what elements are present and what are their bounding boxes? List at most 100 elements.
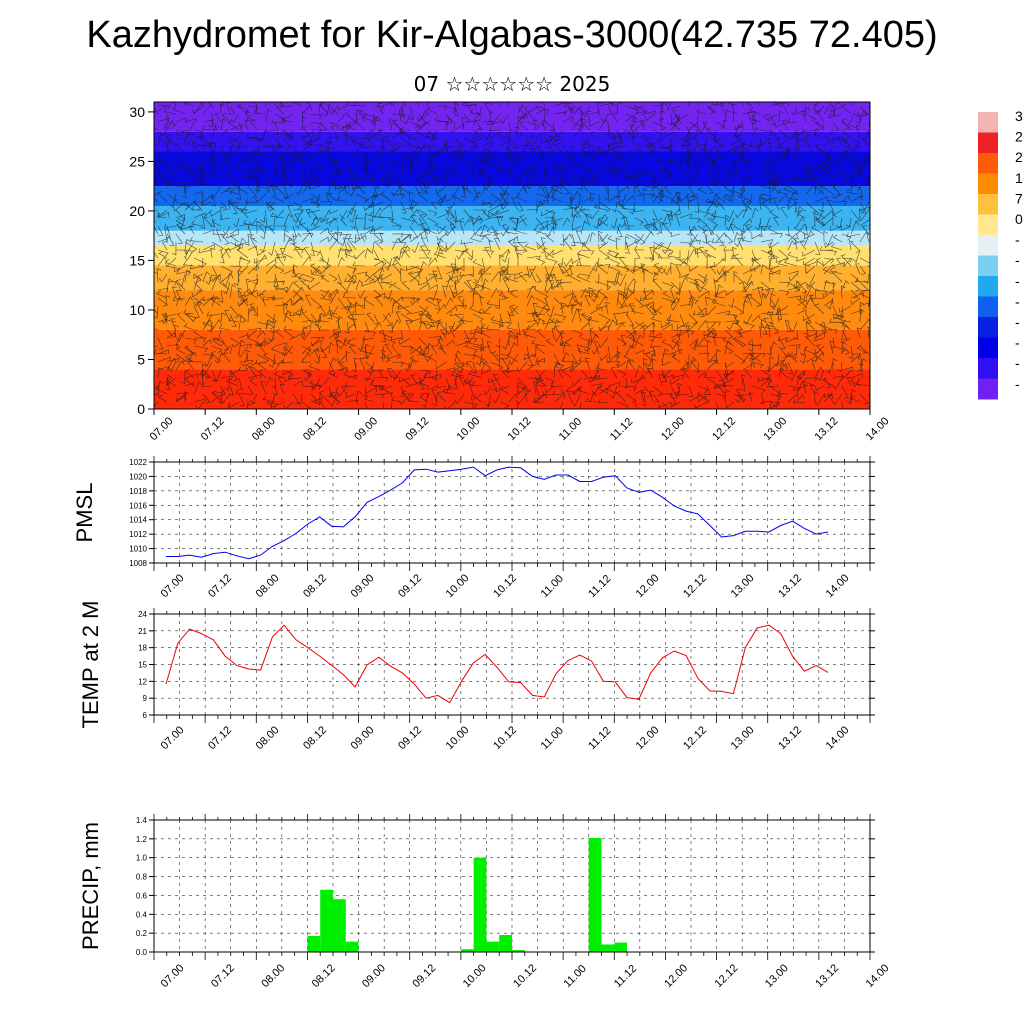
wind-barb <box>766 310 780 316</box>
wind-barb <box>180 369 186 385</box>
wind-barb <box>265 313 277 324</box>
wind-barb <box>658 185 664 199</box>
wind-barb <box>706 297 718 305</box>
wind-barb <box>391 369 399 379</box>
wind-barb <box>747 340 762 347</box>
wind-barb <box>154 246 159 259</box>
wind-barb <box>427 217 439 227</box>
wind-barb <box>373 376 388 382</box>
wind-barb <box>552 390 564 396</box>
wind-barb <box>580 289 594 298</box>
y-tick-label: 0 <box>137 401 145 417</box>
wind-barb <box>290 233 295 245</box>
wind-barb <box>743 225 753 233</box>
wind-barb <box>863 273 870 284</box>
wind-barb <box>454 362 468 371</box>
wind-barb <box>598 296 608 307</box>
wind-barb <box>580 369 589 380</box>
wind-barb <box>675 213 681 227</box>
wind-barb <box>171 286 177 299</box>
wind-barb <box>238 153 247 163</box>
wind-barb <box>161 313 168 324</box>
wind-barb <box>210 351 222 363</box>
wind-barb <box>484 393 492 407</box>
wind-barb <box>692 310 708 316</box>
wind-barb <box>625 313 635 327</box>
wind-barb <box>391 396 402 403</box>
wind-barb <box>517 382 522 395</box>
wind-barb <box>749 352 762 363</box>
wind-barb <box>544 209 556 217</box>
wind-barb <box>337 297 346 309</box>
wind-barb <box>427 313 435 327</box>
wind-barb <box>814 196 828 203</box>
y-tick-label: 20 <box>129 203 145 219</box>
wind-barb <box>730 254 744 260</box>
wind-barb <box>407 271 420 283</box>
wind-barb <box>193 329 204 339</box>
wind-barb <box>504 361 510 374</box>
wind-barb <box>220 273 233 283</box>
wind-barb <box>705 305 717 316</box>
wind-barb <box>536 328 546 339</box>
wind-barb <box>544 216 555 222</box>
wind-barb <box>805 184 816 195</box>
wind-barb <box>814 217 826 228</box>
wind-barb <box>184 238 191 251</box>
wind-barb <box>272 295 285 300</box>
wind-barb <box>670 208 681 219</box>
wind-barb <box>703 229 708 243</box>
wind-barb <box>687 321 699 331</box>
wind-barb <box>292 296 304 307</box>
wind-barb <box>769 267 780 275</box>
wind-barb <box>724 329 734 339</box>
wind-barb <box>533 119 538 131</box>
wind-barb <box>786 321 792 332</box>
wind-barb <box>154 401 159 408</box>
wind-barb <box>794 281 807 289</box>
wind-barb <box>445 217 457 229</box>
y-tick-label: 1020 <box>129 472 147 481</box>
wind-barb <box>768 145 773 159</box>
wind-barb <box>760 198 772 204</box>
wind-barb <box>333 225 339 241</box>
wind-barb <box>805 265 816 274</box>
wind-barb <box>841 369 852 380</box>
wind-barb <box>402 113 411 125</box>
wind-barb <box>730 187 744 195</box>
wind-barb <box>384 177 393 188</box>
wind-barb <box>256 289 267 297</box>
wind-barb <box>703 329 717 337</box>
wind-barb <box>184 118 197 124</box>
wind-barb <box>388 209 394 221</box>
wind-barb <box>496 216 502 227</box>
wind-barb <box>355 137 371 143</box>
wind-barb <box>760 292 767 307</box>
wind-barb <box>850 241 861 253</box>
wind-barb <box>292 286 304 299</box>
wind-barb <box>493 374 501 387</box>
wind-barb <box>802 377 816 387</box>
wind-barb <box>625 121 636 134</box>
wind-barb <box>472 217 484 224</box>
wind-barb <box>265 185 277 191</box>
wind-barb <box>680 137 690 147</box>
wind-barb <box>470 329 483 335</box>
wind-barb <box>807 144 816 155</box>
wind-barb <box>319 305 328 317</box>
wind-barb <box>546 234 555 243</box>
wind-barb <box>436 120 448 126</box>
wind-barb <box>157 356 171 363</box>
wind-barb <box>706 254 712 267</box>
wind-barb <box>478 308 492 315</box>
wind-barb <box>296 393 303 405</box>
wind-barb <box>496 385 510 393</box>
wind-barb <box>445 195 456 203</box>
wind-barb <box>301 311 312 323</box>
wind-barb <box>246 401 249 409</box>
wind-barb <box>334 184 348 190</box>
wind-barb <box>617 200 627 211</box>
wind-barb <box>781 119 789 131</box>
wind-barb <box>391 296 404 307</box>
wind-barb <box>688 225 697 235</box>
